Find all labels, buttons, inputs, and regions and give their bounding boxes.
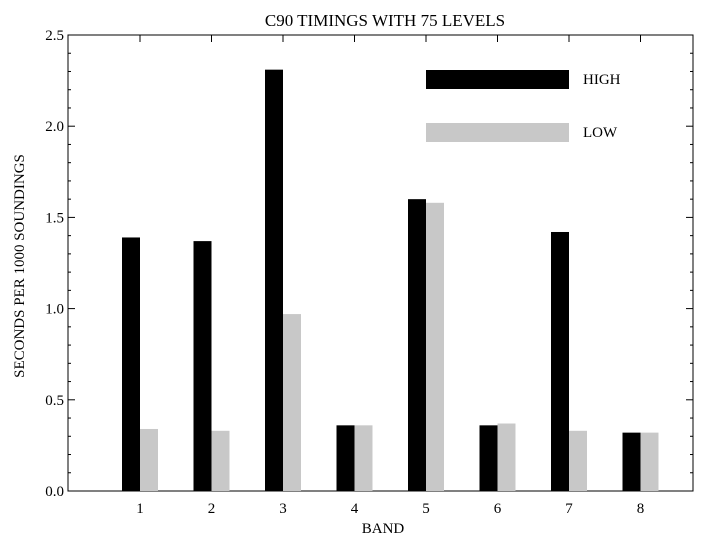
bar-high-3 [265, 69, 283, 491]
bar-low-3 [283, 314, 301, 491]
x-tick-label: 8 [637, 501, 645, 517]
legend-label-high: HIGH [583, 72, 621, 88]
bar-low-4 [354, 425, 373, 491]
plot-frame [67, 34, 694, 492]
y-tick-labels: 0.0 0.5 1.0 1.5 2.0 2.5 [45, 28, 64, 500]
x-tick-label: 1 [136, 501, 144, 517]
chart-title: C90 TIMINGS WITH 75 LEVELS [265, 11, 505, 30]
x-tick-label: 4 [351, 501, 359, 517]
bar-low-2 [211, 430, 230, 491]
bar-low-1 [140, 428, 158, 491]
bar-high-8 [622, 432, 641, 491]
legend-label-low: LOW [583, 125, 618, 141]
y-axis-label: SECONDS PER 1000 SOUNDINGS [12, 154, 28, 378]
x-tick-label: 5 [422, 501, 430, 517]
bar-marks [122, 69, 659, 492]
x-tick-label: 2 [208, 501, 216, 517]
bar-low-5 [426, 202, 444, 492]
y-tick-label: 0.5 [45, 393, 64, 409]
bar-low-7 [569, 430, 587, 491]
y-tick-label: 0.0 [45, 484, 64, 500]
bar-high-1 [122, 237, 140, 491]
bar-high-5 [408, 199, 426, 491]
bar-high-2 [193, 241, 212, 491]
y-tick-label: 2.5 [45, 28, 64, 44]
bar-high-7 [551, 231, 569, 491]
bar-low-8 [640, 432, 659, 491]
x-tick-label: 3 [279, 501, 287, 517]
legend: HIGH LOW [426, 70, 621, 142]
plot-axes [67, 34, 694, 492]
y-tick-label: 1.0 [45, 302, 64, 318]
bar-high-4 [336, 425, 355, 491]
x-tick-label: 6 [494, 501, 502, 517]
x-tick-labels: 1 2 3 4 5 6 7 8 [136, 501, 644, 517]
y-tick-label: 1.5 [45, 210, 64, 226]
x-tick-label: 7 [565, 501, 573, 517]
legend-swatch-low [426, 123, 569, 142]
legend-swatch-high [426, 70, 569, 89]
y-tick-label: 2.0 [45, 119, 64, 135]
bar-low-6 [497, 423, 516, 491]
x-axis-label: BAND [362, 521, 405, 537]
bar-high-6 [479, 425, 498, 491]
